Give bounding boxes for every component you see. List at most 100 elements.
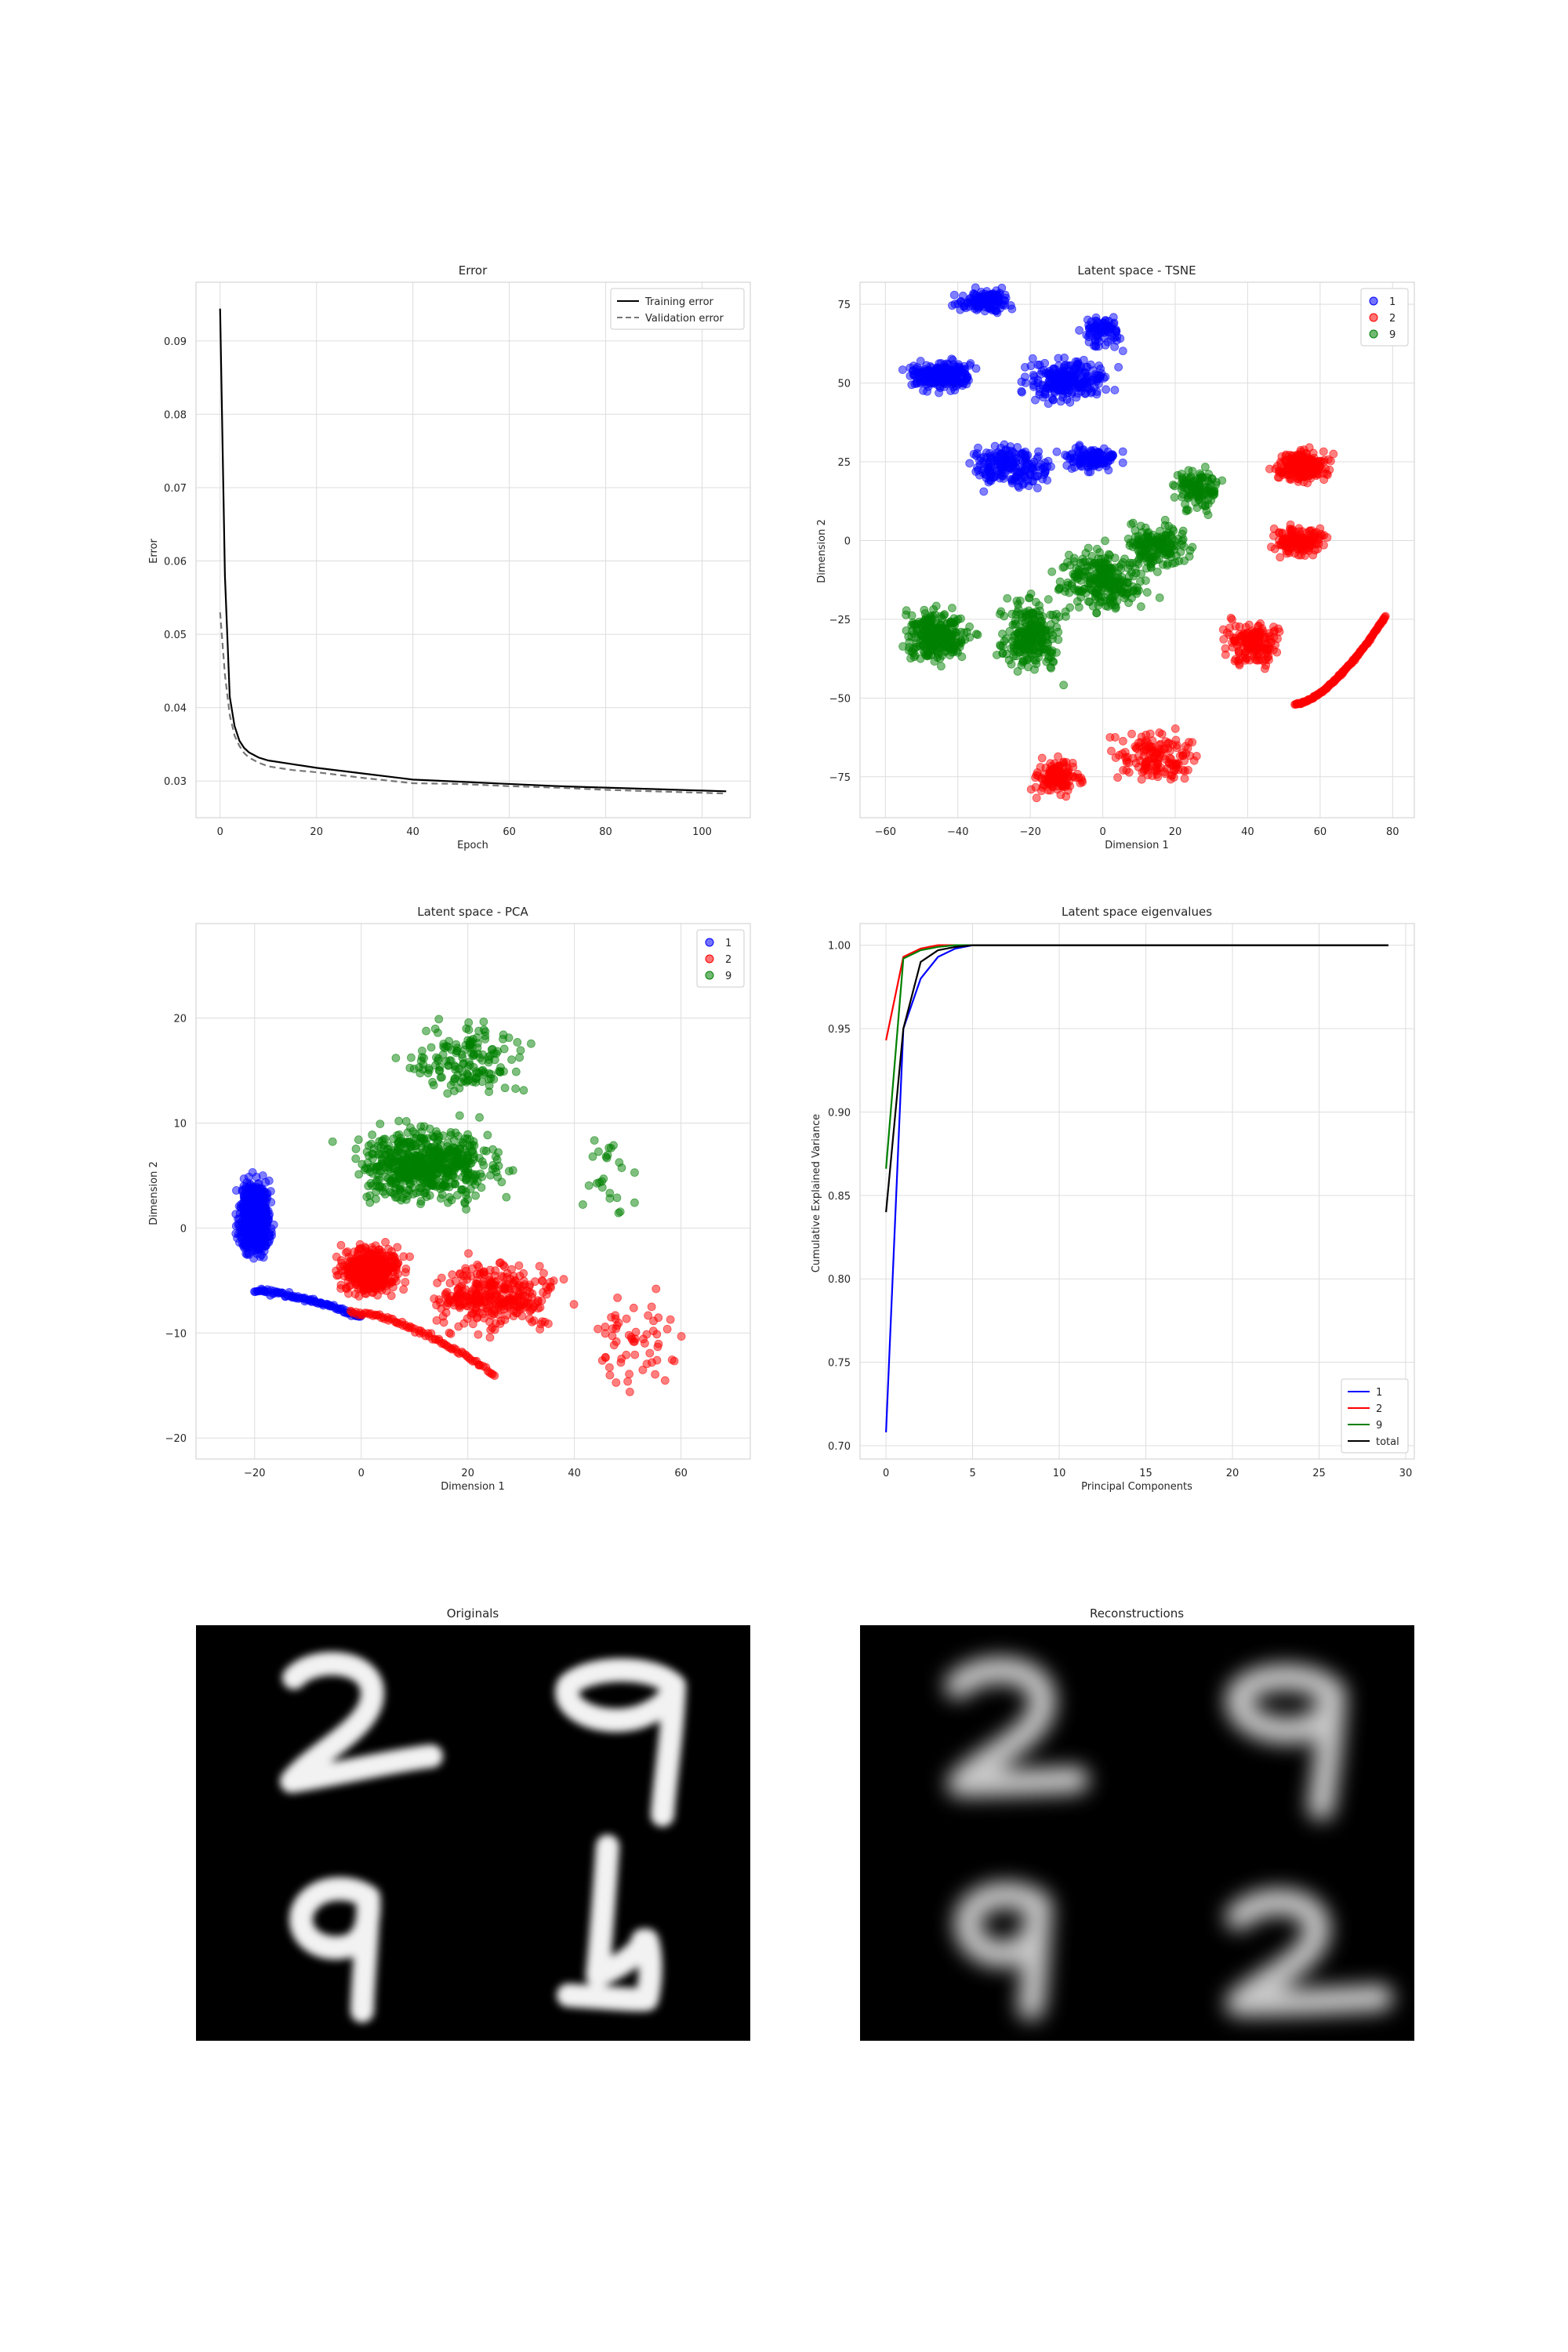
data-point [1075,326,1084,335]
data-point [1265,644,1275,653]
pca-chart: Latent space - PCA Dimension 1 Dimension… [148,905,751,1493]
data-point [1305,459,1314,468]
y-tick-label: 75 [837,299,851,311]
data-point [1037,753,1047,763]
legend-label: 2 [1389,313,1396,325]
data-point [965,622,975,631]
data-point [1137,569,1145,579]
data-point [336,1280,346,1290]
y-axis-label: Dimension 2 [816,519,828,583]
data-point [1022,655,1032,665]
data-point [1235,659,1243,668]
data-point [482,1304,492,1313]
data-point [1178,475,1187,485]
data-point [1102,385,1110,394]
data-point [496,1305,505,1315]
data-point [445,1279,455,1287]
data-point [1110,586,1119,594]
data-point [499,1272,508,1282]
data-point [913,626,921,636]
x-tick-label: −40 [947,826,968,838]
data-point [241,1217,251,1226]
data-point [997,466,1007,475]
data-point [911,619,920,629]
data-point [1105,550,1114,560]
data-point [476,1269,485,1277]
data-point [653,1342,662,1352]
data-point [1029,370,1038,379]
data-point [956,614,965,623]
data-point [1095,597,1105,607]
data-point [1137,732,1146,742]
data-point [401,1265,411,1273]
data-point [1254,634,1263,644]
data-point [1298,545,1307,554]
data-point [937,662,946,671]
data-point [949,626,958,634]
data-point [1275,627,1284,637]
data-point [1261,664,1269,673]
data-point [923,648,931,657]
data-point [933,653,942,662]
data-point [1093,450,1102,459]
data-point [1059,681,1069,690]
data-point [1326,456,1335,466]
data-point [353,1280,362,1290]
data-point [544,1319,553,1328]
data-point [448,1270,457,1279]
data-point [1254,627,1264,637]
data-point [1145,537,1155,546]
data-point [644,1311,653,1320]
data-point [1055,577,1065,586]
data-point [399,1285,408,1294]
data-point [1119,766,1127,775]
data-point [1054,354,1063,363]
plot-area [195,281,751,818]
data-point [1033,768,1042,777]
data-point [1044,399,1053,408]
data-point [1036,630,1045,640]
data-point [1105,733,1115,742]
data-point [1005,450,1014,459]
data-point [517,1292,526,1301]
y-tick-label: 0.04 [164,703,187,715]
data-point [648,1327,658,1336]
data-point [1305,543,1314,553]
data-point [1108,331,1116,340]
data-point [944,633,953,641]
data-point [1136,550,1145,560]
data-point [1149,548,1158,557]
data-point [1169,759,1178,768]
data-point [1034,452,1043,461]
data-point [1313,459,1322,469]
data-point [506,1294,514,1302]
data-point [452,1292,461,1301]
data-point [399,1252,408,1261]
data-point [1189,756,1199,765]
data-point [468,1264,477,1273]
data-point [393,1243,402,1252]
data-point [1167,771,1177,780]
data-point [462,1297,471,1306]
data-point [1155,593,1164,602]
data-point [256,1204,265,1214]
data-point [1094,361,1104,370]
data-point [1287,475,1296,484]
data-point [1106,450,1116,459]
data-point [1269,531,1278,540]
x-tick-label: −60 [875,826,896,838]
data-point [368,1243,376,1252]
data-point [1035,646,1044,655]
data-point [349,1262,358,1272]
data-point [1041,466,1050,475]
data-point [1118,447,1127,456]
data-point [357,1257,365,1265]
data-point [1014,604,1023,614]
data-point [496,1258,505,1267]
y-tick-label: 0.08 [164,409,187,421]
data-point [1087,324,1097,333]
data-point [1021,609,1030,618]
legend-box [610,288,745,330]
legend-marker [1369,313,1378,322]
x-tick-label: 80 [1386,826,1399,838]
